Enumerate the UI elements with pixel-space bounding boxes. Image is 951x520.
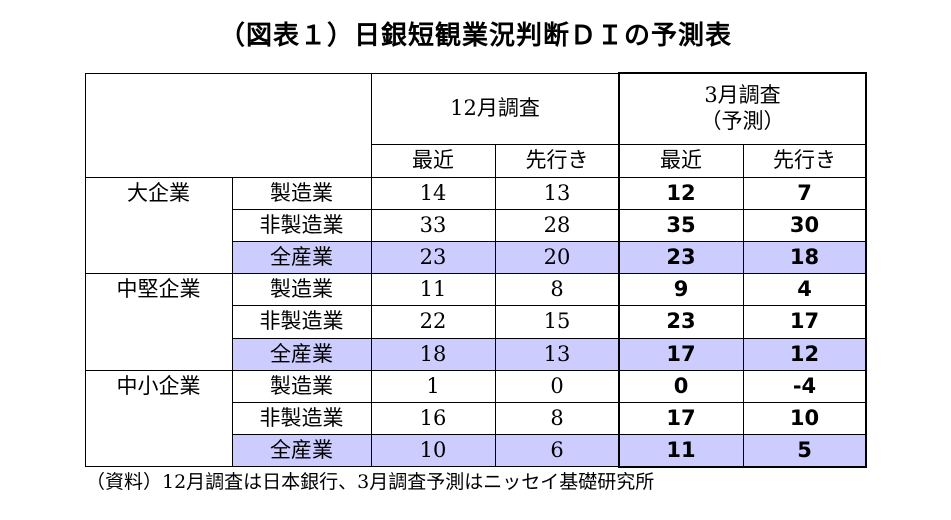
column-divider: [618, 73, 620, 467]
source-footnote: （資料）12月調査は日本銀行、3月調査予測はニッセイ基礎研究所: [86, 471, 655, 493]
di-value: 30: [789, 212, 820, 237]
total-row-highlight: [232, 241, 866, 274]
row-divider: [85, 273, 866, 275]
header-group-2: 3月調査 （予測）: [619, 73, 866, 144]
column-divider: [370, 73, 372, 467]
industry-label: 非製造業: [259, 212, 344, 237]
industry-label: 全産業: [270, 244, 333, 269]
row-divider: [232, 305, 866, 307]
di-value: 8: [550, 405, 564, 430]
di-value: 33: [419, 212, 447, 237]
di-value: 18: [419, 341, 447, 366]
di-value: 5: [797, 438, 812, 463]
di-value: 17: [666, 341, 696, 366]
column-header: 先行き: [525, 147, 589, 172]
industry-label: 製造業: [270, 180, 333, 205]
table-border-top: [85, 72, 866, 74]
row-divider: [232, 208, 866, 210]
di-value: 16: [419, 405, 447, 430]
di-value: 11: [419, 277, 447, 302]
industry-label: 非製造業: [259, 405, 344, 430]
row-divider: [232, 401, 866, 403]
row-divider: [85, 369, 866, 371]
header-bottom-line: [85, 176, 866, 178]
column-header: 先行き: [773, 147, 836, 172]
row-divider: [232, 337, 866, 339]
company-size-label: 中堅企業: [116, 277, 201, 302]
di-value: 12: [789, 341, 820, 366]
di-value: 0: [673, 373, 689, 398]
di-value: 17: [789, 309, 820, 334]
header-group-1: 12月調査: [371, 73, 619, 144]
di-value: 10: [419, 438, 447, 463]
di-value: 11: [666, 438, 696, 463]
di-value: 8: [550, 277, 564, 302]
di-value: 23: [419, 244, 447, 269]
di-value: 22: [419, 309, 447, 334]
industry-label: 非製造業: [259, 309, 344, 334]
total-row-highlight: [232, 434, 866, 467]
di-value: 28: [543, 212, 571, 237]
industry-label: 製造業: [270, 373, 333, 398]
company-size-label: 大企業: [127, 180, 190, 205]
table-border-bottom: [85, 466, 866, 468]
di-value: 9: [673, 277, 689, 302]
di-value: 35: [666, 212, 696, 237]
di-value: 20: [543, 244, 571, 269]
di-value: 12: [666, 180, 696, 205]
di-value: 14: [419, 180, 447, 205]
row-divider: [232, 240, 866, 242]
di-value: 17: [666, 405, 696, 430]
di-value: 0: [550, 373, 564, 398]
header-group-label: 3月調査: [704, 83, 781, 108]
di-value: 15: [543, 309, 571, 334]
di-value: 7: [797, 180, 812, 205]
header-group-label: 12月調査: [450, 95, 540, 120]
table-border-left: [84, 73, 86, 467]
di-value: 18: [789, 244, 820, 269]
column-divider: [231, 177, 233, 467]
table-border-right: [865, 73, 867, 467]
column-header: 最近: [660, 147, 702, 172]
di-value: 10: [789, 405, 820, 430]
di-value: 23: [666, 244, 696, 269]
industry-label: 全産業: [270, 341, 333, 366]
industry-label: 全産業: [270, 438, 333, 463]
di-value: 23: [666, 309, 696, 334]
di-value: 13: [543, 180, 571, 205]
row-divider: [232, 434, 866, 436]
total-row-highlight: [232, 338, 866, 371]
di-value: 13: [543, 341, 571, 366]
column-header: 最近: [412, 147, 454, 172]
industry-label: 製造業: [270, 277, 333, 302]
di-value: 6: [550, 438, 564, 463]
table-title: （図表１）日銀短観業況判断ＤＩの予測表: [218, 21, 732, 51]
di-value: 4: [797, 277, 812, 302]
di-value: 1: [426, 373, 440, 398]
di-value: -4: [792, 373, 817, 398]
company-size-label: 中小企業: [116, 373, 201, 398]
header-group-sublabel: （予測）: [700, 108, 785, 133]
